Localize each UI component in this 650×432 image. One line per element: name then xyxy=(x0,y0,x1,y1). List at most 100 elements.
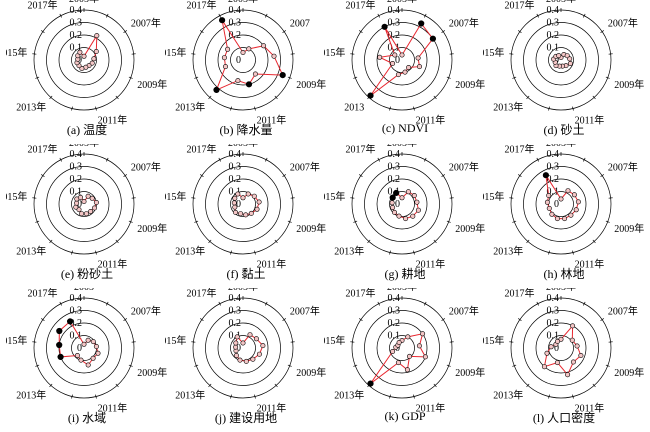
grid-ring-3 xyxy=(46,166,122,242)
year-label: 2007年 xyxy=(131,17,161,30)
data-point-significant xyxy=(429,35,436,42)
axis-tick xyxy=(105,157,109,162)
axis-tick xyxy=(49,239,53,244)
data-point xyxy=(396,213,402,219)
ring-label: 0 xyxy=(77,199,82,210)
caption-gdp: (k) GDP xyxy=(384,409,426,423)
data-point-significant xyxy=(57,353,64,360)
ring-label: 0.3 xyxy=(388,162,401,173)
axis-tick xyxy=(35,76,40,79)
axis-tick xyxy=(59,301,63,306)
ring-label: 0.2 xyxy=(229,318,242,329)
grid-ring-2 xyxy=(217,322,269,374)
data-point xyxy=(243,212,249,218)
axis-tick xyxy=(218,13,222,18)
axis-tick xyxy=(274,95,278,100)
year-label: 2017年 xyxy=(187,288,217,300)
data-point xyxy=(405,189,411,195)
axis-tick xyxy=(49,95,53,100)
axis-tick xyxy=(200,30,204,34)
data-point xyxy=(77,49,83,55)
year-label: 2017年 xyxy=(28,0,58,12)
grid-ring-1 xyxy=(389,191,415,217)
axis-tick xyxy=(423,301,427,306)
axis-tick xyxy=(105,13,109,18)
grid-ring-4 xyxy=(33,9,135,111)
axis-tick xyxy=(446,364,451,367)
data-point xyxy=(399,195,405,201)
ring-label: 0.3 xyxy=(547,306,560,317)
axis-tick xyxy=(230,106,232,111)
radar-chart-temperature: 00.10.20.30.42005年2007年2009年2011年2013年20… xyxy=(6,0,167,126)
axis-tick xyxy=(194,364,199,367)
axis-tick xyxy=(41,318,45,322)
data-point xyxy=(232,204,238,210)
data-point xyxy=(90,339,96,345)
axis-tick xyxy=(123,30,127,34)
year-label: 2011年 xyxy=(98,113,128,126)
year-label: 2007年 xyxy=(131,305,161,318)
panel-temperature: 00.10.20.30.42005年2007年2009年2011年2013年20… xyxy=(6,0,168,144)
year-label: 2017年 xyxy=(187,0,217,12)
year-label: 2007年 xyxy=(449,305,479,318)
grid-ring-3 xyxy=(205,166,281,242)
data-point-significant xyxy=(218,17,226,24)
data-point xyxy=(395,72,401,78)
data-point xyxy=(81,53,87,59)
caption-temperature: (a) 温度 xyxy=(66,123,108,137)
year-label: 2017年 xyxy=(505,0,535,12)
axis-tick xyxy=(115,383,119,388)
axis-tick xyxy=(582,157,586,162)
grid-ring-2 xyxy=(58,34,110,86)
axis-tick xyxy=(200,174,204,178)
data-point-significant xyxy=(66,318,74,325)
axis-tick xyxy=(512,364,517,367)
data-point xyxy=(221,55,227,61)
ring-label: 0.1 xyxy=(229,331,242,342)
year-label: 2005年 xyxy=(387,288,417,293)
axis-tick xyxy=(200,318,204,322)
ring-label: 0.1 xyxy=(388,43,401,54)
year-label: 2013年 xyxy=(175,389,205,402)
year-label: 2015年 xyxy=(324,334,345,347)
grid-ring-4 xyxy=(351,153,453,255)
data-point xyxy=(90,355,96,361)
axis-tick xyxy=(230,394,232,399)
data-point xyxy=(546,205,552,211)
data-point xyxy=(240,340,246,346)
axis-tick xyxy=(128,76,133,79)
axis-tick xyxy=(274,239,278,244)
data-point xyxy=(233,340,239,346)
axis-tick xyxy=(41,174,45,178)
ring-label: 0.2 xyxy=(388,318,401,329)
data-point xyxy=(402,69,408,75)
data-point xyxy=(546,192,552,198)
year-label: 2011年 xyxy=(416,113,446,126)
grid-ring-1 xyxy=(389,47,415,73)
year-label: 2007年 xyxy=(608,17,638,30)
data-point-significant xyxy=(245,81,253,88)
grid-ring-4 xyxy=(192,297,294,399)
year-label: 2009年 xyxy=(614,222,644,235)
axis-tick xyxy=(353,76,358,79)
year-label: 2009年 xyxy=(137,222,167,235)
data-point xyxy=(74,200,80,206)
radar-chart-cropland: 00.10.20.30.42005年2007年2009年2011年2013年20… xyxy=(324,144,485,270)
grid-ring-1 xyxy=(71,47,97,73)
data-point-significant xyxy=(213,86,220,93)
ring-label: 0 xyxy=(236,343,241,354)
axis-tick xyxy=(282,174,286,178)
axis-tick xyxy=(59,157,63,162)
axis-tick xyxy=(536,13,540,18)
data-point xyxy=(81,198,87,204)
grid-ring-1 xyxy=(548,335,574,361)
year-label: 2011年 xyxy=(257,113,287,126)
data-point xyxy=(390,204,396,210)
year-label: 2015年 xyxy=(6,190,27,203)
ring-label: 0.3 xyxy=(229,306,242,317)
data-point xyxy=(389,200,395,206)
grid-ring-1 xyxy=(389,335,415,361)
year-label: 2017年 xyxy=(346,144,376,156)
data-point xyxy=(93,48,99,54)
ring-label: 0.2 xyxy=(229,30,242,41)
